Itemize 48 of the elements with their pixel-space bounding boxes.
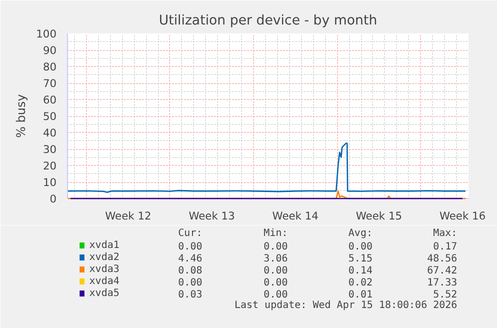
text: 0.00 [264,290,288,300]
y-tick-label: 100 [36,28,57,40]
text: 5.15 [348,254,372,264]
text: Last update: Wed Apr 15 18:00:06 2026 [234,300,458,311]
legend-label: xvda1 [89,240,120,251]
text: Min: [264,228,288,239]
y-tick-label: 10 [42,176,57,189]
text: 0.02 [348,278,372,288]
y-axis-title: % busy [14,94,28,138]
text: 5.52 [433,290,458,300]
text: 0.08 [178,266,202,276]
x-tick-label: Week 13 [188,210,235,222]
text: 0.00 [264,278,288,288]
x-tick-label: Week 14 [272,210,319,222]
text: 0.14 [348,266,372,276]
text: 4.46 [178,254,202,264]
y-tick-label: 50 [42,110,57,123]
text: 0.00 [264,266,288,276]
text: 67.42 [427,266,458,276]
y-tick-label: 80 [42,60,57,74]
text: 0.00 [178,278,202,288]
text: Avg: [348,228,372,239]
text: 17.33 [427,278,458,288]
legend-label: xvda3 [89,264,120,275]
y-tick-label: 70 [42,77,57,90]
y-tick-label: 30 [42,143,57,156]
text: 0.00 [348,242,372,252]
legend-label: xvda5 [89,288,120,299]
text: 0.03 [178,290,202,300]
text: 0.01 [348,290,372,300]
y-tick-label: 0 [50,192,57,206]
x-tick-label: Week 15 [356,210,402,222]
y-tick-label: 40 [42,126,57,140]
y-tick-label: 60 [42,94,57,106]
x-tick-label: Week 16 [439,210,486,222]
text: 48.56 [427,254,458,264]
text: Max: [433,228,458,239]
text: 3.06 [264,254,288,264]
chart-title: Utilization per device - by month [158,14,378,28]
text: 0.00 [178,242,202,252]
y-tick-label: 20 [42,160,57,172]
text: 0.00 [264,242,288,252]
x-tick-label: Week 12 [105,210,152,222]
text: Cur: [178,228,202,239]
legend-label: xvda2 [89,252,120,263]
legend-label: xvda4 [89,276,120,287]
text: 0.17 [433,242,458,252]
y-tick-label: 90 [42,44,57,57]
